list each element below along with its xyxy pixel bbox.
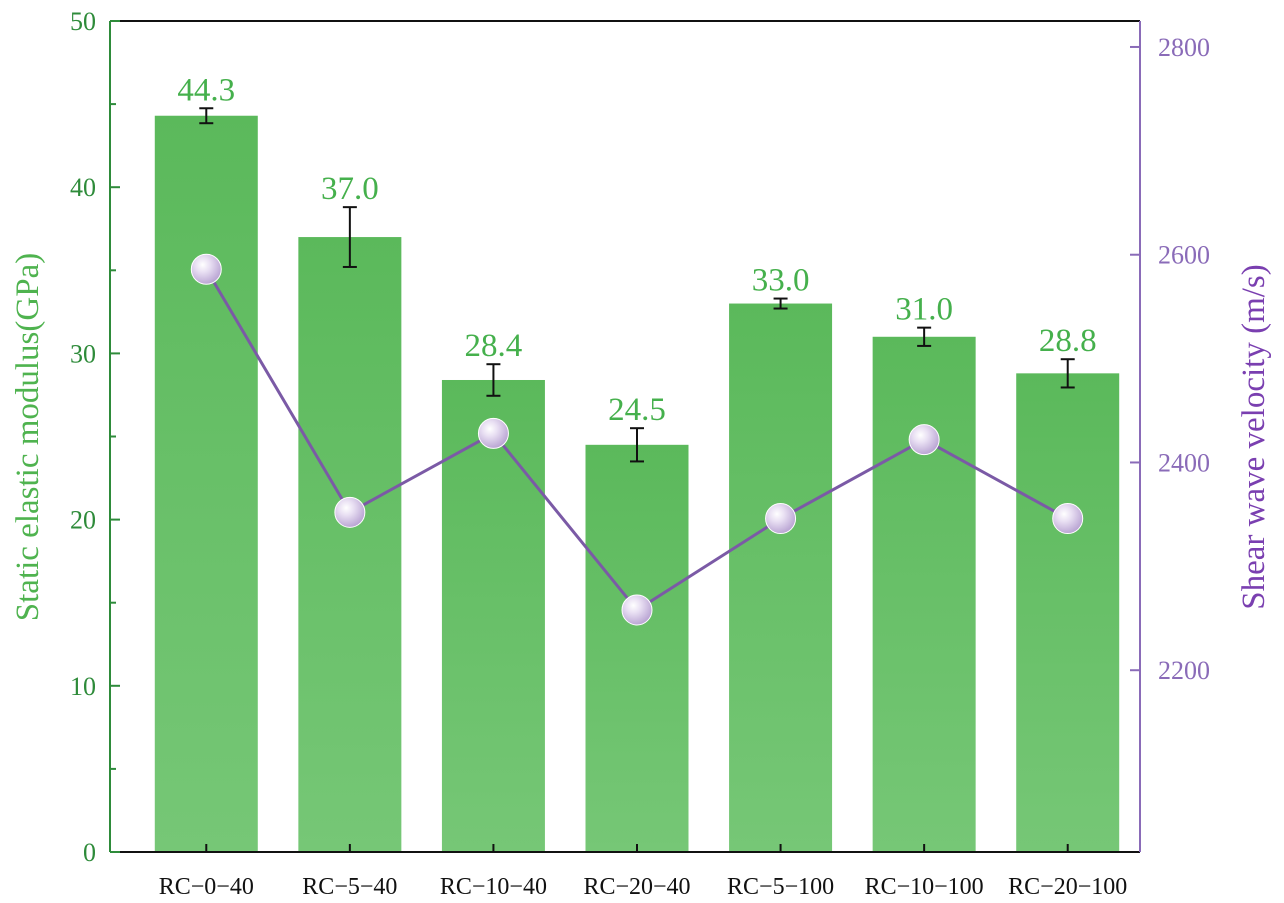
x-tick-label: RC−10−100 bbox=[865, 874, 984, 900]
x-tick-label: RC−10−40 bbox=[440, 874, 547, 900]
bars-layer bbox=[154, 115, 1120, 852]
right-tick-label: 2600 bbox=[1158, 241, 1210, 270]
bar-value-label: 31.0 bbox=[895, 292, 953, 328]
velocity-line-layer bbox=[190, 253, 1084, 626]
left-tick-label: 20 bbox=[70, 506, 96, 535]
bar-labels-layer: 44.3 37.0 28.4 24.5 33.0 31.0 28.8 bbox=[177, 72, 1096, 428]
bar bbox=[441, 379, 545, 852]
left-tick-label: 10 bbox=[70, 672, 96, 701]
left-tick-label: 0 bbox=[83, 838, 96, 867]
x-tick-label: RC−5−100 bbox=[727, 874, 834, 900]
velocity-point bbox=[765, 503, 797, 535]
bar-value-label: 33.0 bbox=[752, 263, 810, 299]
bar bbox=[872, 336, 976, 852]
bar-value-label: 37.0 bbox=[321, 171, 379, 207]
bar-value-label: 28.4 bbox=[465, 328, 523, 364]
left-tick-label: 50 bbox=[70, 7, 96, 36]
bar bbox=[154, 115, 258, 852]
bar bbox=[585, 444, 689, 852]
bar-value-label: 44.3 bbox=[177, 72, 235, 108]
velocity-point bbox=[1052, 503, 1084, 535]
velocity-point bbox=[334, 496, 366, 528]
y-axis-title-right: Shear wave velocity (m/s) bbox=[1236, 264, 1272, 609]
x-axis-ticks: RC−0−40 RC−5−40 RC−10−40 RC−20−40 RC−5−100 RC… bbox=[159, 844, 1127, 900]
left-tick-label: 30 bbox=[70, 339, 96, 368]
x-tick-label: RC−20−100 bbox=[1008, 874, 1127, 900]
right-tick-label: 2800 bbox=[1158, 33, 1210, 62]
left-axis-ticks: 0 10 20 30 40 50 bbox=[70, 7, 120, 867]
bar bbox=[298, 237, 402, 852]
right-tick-label: 2400 bbox=[1158, 448, 1210, 477]
x-tick-label: RC−0−40 bbox=[159, 874, 254, 900]
left-tick-label: 40 bbox=[70, 173, 96, 202]
right-axis-ticks: 2200 2400 2600 2800 bbox=[1130, 33, 1210, 685]
velocity-point bbox=[477, 417, 509, 449]
right-tick-label: 2200 bbox=[1158, 656, 1210, 685]
x-tick-label: RC−5−40 bbox=[302, 874, 397, 900]
x-tick-label: RC−20−40 bbox=[583, 874, 690, 900]
bar bbox=[1016, 373, 1120, 852]
velocity-point bbox=[908, 424, 940, 456]
bar-value-label: 28.8 bbox=[1039, 323, 1097, 359]
velocity-point bbox=[190, 253, 222, 285]
error-bars-layer bbox=[199, 107, 1075, 463]
velocity-point bbox=[621, 594, 653, 626]
y-axis-title-left: Static elastic modulus(GPa) bbox=[10, 253, 46, 621]
bar-value-label: 24.5 bbox=[608, 392, 666, 428]
bar bbox=[729, 303, 833, 852]
